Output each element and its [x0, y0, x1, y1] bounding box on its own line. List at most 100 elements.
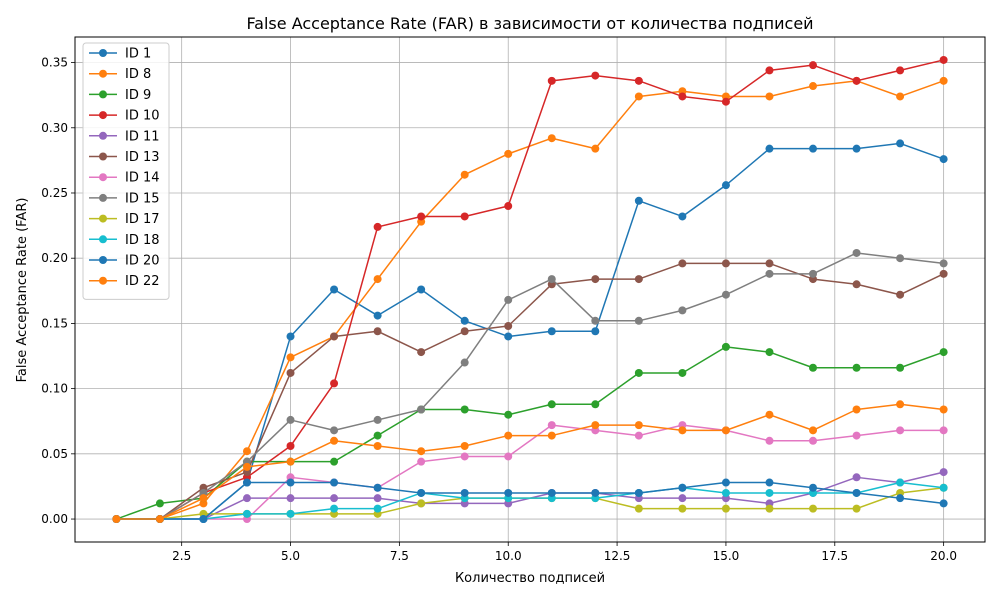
legend-item: ID 9 — [89, 88, 151, 103]
data-point — [765, 348, 774, 357]
data-point — [547, 488, 556, 497]
data-point — [199, 515, 208, 524]
data-point — [678, 306, 687, 315]
data-point — [242, 494, 251, 503]
data-point — [286, 442, 295, 451]
y-tick-label: 0.20 — [41, 251, 68, 265]
data-point — [939, 468, 948, 477]
data-point — [504, 431, 513, 440]
legend-item: ID 18 — [89, 233, 160, 248]
data-point — [547, 400, 556, 409]
data-point — [591, 488, 600, 497]
data-point — [417, 348, 426, 357]
data-point — [373, 311, 382, 320]
data-point — [242, 509, 251, 518]
legend-marker — [99, 214, 107, 223]
data-point — [721, 290, 730, 299]
legend-label: ID 8 — [125, 67, 151, 82]
data-point — [896, 139, 905, 148]
data-point — [634, 488, 643, 497]
plot-frame — [74, 36, 986, 543]
data-point — [678, 212, 687, 221]
x-tick-label: 15.0 — [713, 549, 740, 563]
data-point — [634, 504, 643, 513]
data-point — [286, 478, 295, 487]
data-point — [286, 509, 295, 518]
data-point — [373, 275, 382, 284]
x-tick-label: 17.5 — [821, 549, 848, 563]
y-axis-label: False Acceptance Rate (FAR) — [15, 198, 30, 383]
data-point — [939, 499, 948, 508]
y-tick-label: 0.30 — [41, 121, 68, 135]
data-point — [199, 494, 208, 503]
data-point — [373, 415, 382, 424]
data-point — [852, 405, 861, 414]
legend-label: ID 11 — [125, 129, 160, 144]
y-tick-label: 0.35 — [41, 56, 68, 70]
data-point — [460, 442, 469, 451]
data-point — [242, 478, 251, 487]
legend-marker — [99, 276, 107, 285]
data-point — [373, 494, 382, 503]
data-point — [678, 259, 687, 268]
legend-item: ID 20 — [89, 254, 160, 269]
legend-label: ID 9 — [125, 88, 151, 103]
data-point — [330, 494, 339, 503]
chart-title: False Acceptance Rate (FAR) в зависимост… — [246, 14, 813, 33]
data-point — [896, 494, 905, 503]
data-point — [765, 66, 774, 75]
data-point — [286, 457, 295, 466]
data-point — [417, 447, 426, 456]
data-point — [852, 504, 861, 513]
data-point — [373, 222, 382, 231]
x-tick-label: 5.0 — [281, 549, 300, 563]
data-point — [765, 144, 774, 153]
data-point — [112, 515, 121, 524]
data-point — [547, 421, 556, 430]
data-point — [721, 181, 730, 190]
data-point — [721, 259, 730, 268]
data-point — [460, 170, 469, 179]
data-point — [286, 332, 295, 341]
series-id-14 — [112, 421, 948, 524]
series-id-15 — [112, 248, 948, 524]
data-point — [939, 269, 948, 278]
data-point — [939, 405, 948, 414]
data-point — [809, 426, 818, 435]
y-tick-label: 0.15 — [41, 316, 68, 330]
legend-label: ID 15 — [125, 191, 160, 206]
legend-marker — [99, 69, 107, 78]
data-point — [896, 363, 905, 372]
legend: ID 1 ID 8 ID 9 ID 10 ID 11 ID 13 ID 14 ID 15 ID … — [82, 42, 170, 300]
data-point — [896, 290, 905, 299]
legend-item: ID 10 — [89, 109, 160, 124]
data-point — [852, 248, 861, 257]
data-point — [504, 452, 513, 461]
legend-label: ID 20 — [125, 254, 160, 269]
data-point — [809, 144, 818, 153]
series-line — [116, 252, 944, 520]
data-point — [417, 285, 426, 294]
data-point — [460, 488, 469, 497]
data-point — [417, 499, 426, 508]
data-point — [809, 269, 818, 278]
legend-marker — [99, 90, 107, 99]
series-id-22 — [112, 400, 948, 524]
data-point — [852, 488, 861, 497]
x-axis-label: Количество подписей — [455, 571, 605, 586]
data-point — [852, 431, 861, 440]
data-point — [547, 76, 556, 85]
legend-item: ID 15 — [89, 191, 160, 206]
data-point — [721, 504, 730, 513]
data-point — [591, 144, 600, 153]
data-point — [330, 426, 339, 435]
data-point — [547, 275, 556, 284]
data-point — [330, 504, 339, 513]
series-line — [116, 403, 944, 520]
axes: 2.5 5.0 7.5 10.0 12.5 15.0 17.5 20.0 0.00 0.05 0.1… — [41, 56, 957, 563]
data-point — [417, 488, 426, 497]
y-tick-label: 0.05 — [41, 447, 68, 461]
y-tick-label: 0.00 — [41, 512, 68, 526]
data-point — [809, 483, 818, 492]
